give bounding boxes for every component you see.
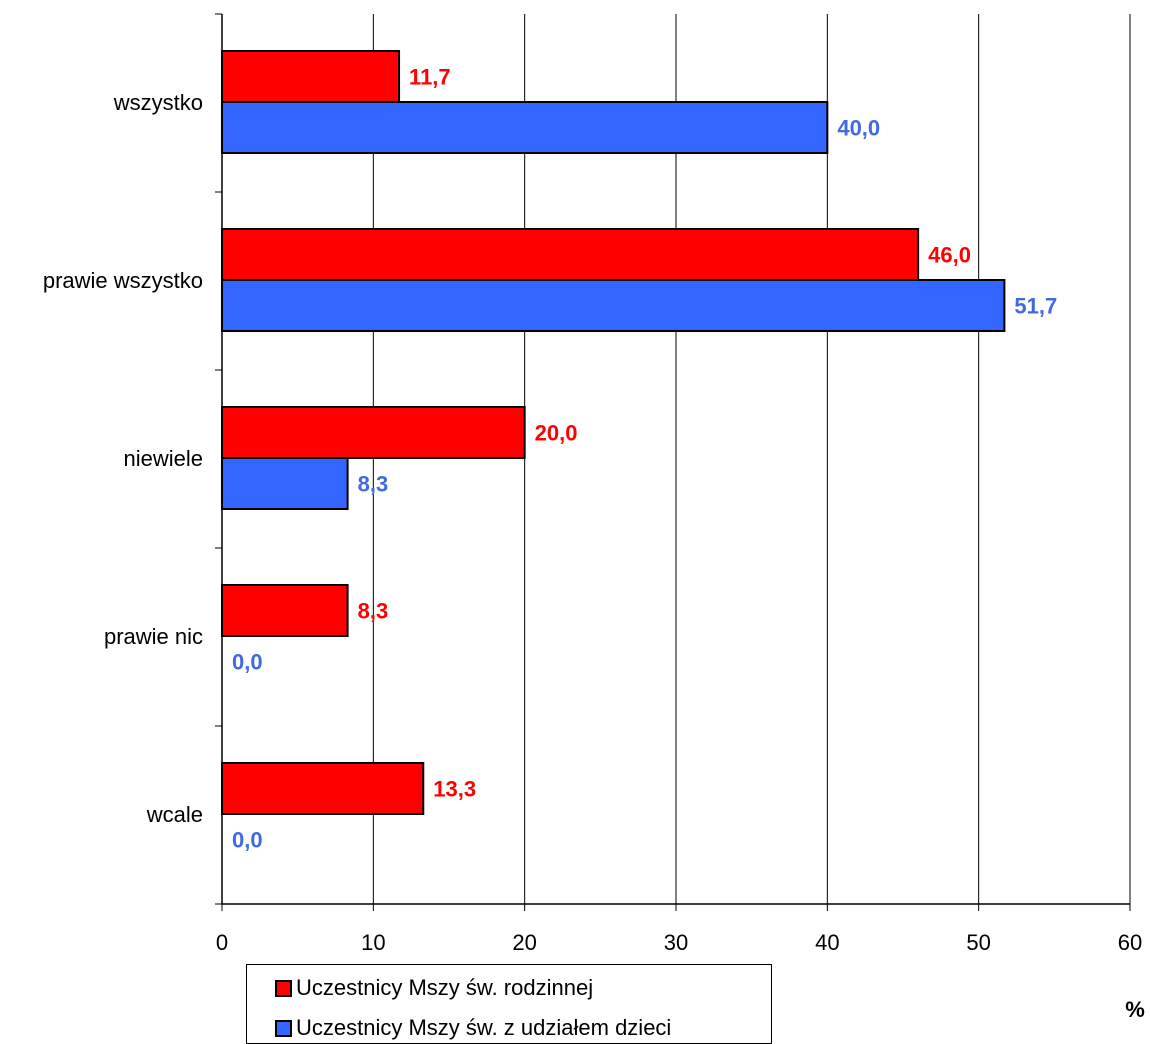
bar-series-1-0 (221, 50, 401, 103)
data-label-series-1-4: 13,3 (433, 777, 476, 802)
legend-swatch-series-2 (275, 1019, 292, 1037)
legend-label-series-1: Uczestnicy Mszy św. rodzinnej (296, 975, 594, 1000)
data-label-series-1-3: 8,3 (358, 599, 389, 624)
legend-label-series-2: Uczestnicy Mszy św. z udziałem dzieci (296, 1015, 672, 1040)
data-label-series-2-1: 51,7 (1014, 294, 1057, 319)
axes (215, 13, 1131, 911)
bar-series-2-1 (221, 279, 1006, 332)
category-label-1: prawie wszystko (43, 268, 203, 293)
labels: 0 10 20 30 40 50 60 wszystko 11,7 40,0 prawie wszy… (43, 65, 1142, 956)
bar-series-1-2 (221, 406, 526, 459)
bar-series-2-2 (221, 457, 349, 510)
legend: Uczestnicy Mszy św. rodzinnej Uczestnicy… (246, 964, 772, 1044)
x-tick-label-10: 10 (361, 930, 385, 955)
bar-series-2-0 (221, 101, 829, 154)
x-tick-label-60: 60 (1118, 930, 1142, 955)
bar-series-1-1 (221, 228, 920, 281)
category-label-4: wcale (146, 802, 203, 827)
legend-swatch-series-1 (275, 979, 292, 997)
data-label-series-1-0: 11,7 (409, 65, 451, 90)
data-label-series-2-0: 40,0 (837, 116, 880, 141)
data-label-series-1-1: 46,0 (928, 243, 971, 268)
category-label-3: prawie nic (104, 624, 203, 649)
x-tick-label-0: 0 (216, 930, 228, 955)
x-unit-label: % (1125, 997, 1145, 1022)
x-tick-label-30: 30 (664, 930, 688, 955)
data-label-series-2-4: 0,0 (232, 828, 263, 853)
x-tick-label-50: 50 (966, 930, 990, 955)
category-label-2: niewiele (124, 446, 204, 471)
bar-series-1-3 (221, 584, 349, 637)
gridlines (372, 14, 1131, 904)
x-tick-label-20: 20 (512, 930, 536, 955)
legend-item-series-1: Uczestnicy Mszy św. rodzinnej (275, 973, 593, 1003)
data-label-series-1-2: 20,0 (535, 421, 578, 446)
legend-item-series-2: Uczestnicy Mszy św. z udziałem dzieci (275, 1013, 671, 1043)
bar-series-1-4 (221, 762, 425, 815)
data-label-series-2-3: 0,0 (232, 650, 263, 675)
bars (221, 50, 1006, 815)
category-label-0: wszystko (113, 90, 203, 115)
data-label-series-2-2: 8,3 (358, 472, 389, 497)
x-tick-label-40: 40 (815, 930, 839, 955)
